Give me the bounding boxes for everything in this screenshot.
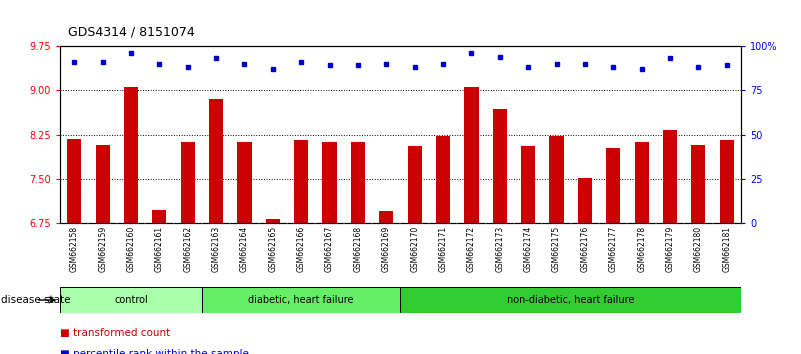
Text: GSM662159: GSM662159 <box>99 226 107 273</box>
Text: GSM662180: GSM662180 <box>694 226 702 272</box>
Bar <box>691 144 706 354</box>
Text: GSM662176: GSM662176 <box>581 226 590 273</box>
Text: diabetic, heart failure: diabetic, heart failure <box>248 295 354 305</box>
Text: GSM662173: GSM662173 <box>495 226 505 273</box>
Bar <box>351 142 365 354</box>
Bar <box>719 141 734 354</box>
Text: GSM662170: GSM662170 <box>410 226 419 273</box>
Bar <box>95 144 110 354</box>
Text: GSM662167: GSM662167 <box>325 226 334 273</box>
Text: GSM662172: GSM662172 <box>467 226 476 272</box>
Bar <box>124 87 138 354</box>
Bar <box>181 142 195 354</box>
Text: GSM662177: GSM662177 <box>609 226 618 273</box>
Bar <box>493 109 507 354</box>
Bar <box>209 98 223 354</box>
Bar <box>237 142 252 354</box>
Bar <box>294 141 308 354</box>
Bar <box>400 287 741 313</box>
Text: GSM662165: GSM662165 <box>268 226 277 273</box>
Text: ■ transformed count: ■ transformed count <box>60 328 171 338</box>
Bar <box>266 219 280 354</box>
Text: GSM662164: GSM662164 <box>240 226 249 273</box>
Text: non-diabetic, heart failure: non-diabetic, heart failure <box>507 295 634 305</box>
Text: GSM662162: GSM662162 <box>183 226 192 272</box>
Bar <box>60 287 202 313</box>
Text: GSM662179: GSM662179 <box>666 226 674 273</box>
Text: GSM662171: GSM662171 <box>439 226 448 272</box>
Text: ■ percentile rank within the sample: ■ percentile rank within the sample <box>60 349 249 354</box>
Bar <box>202 287 400 313</box>
Bar <box>67 139 82 354</box>
Text: GSM662178: GSM662178 <box>637 226 646 272</box>
Bar <box>436 136 450 354</box>
Bar <box>408 146 422 354</box>
Text: GSM662174: GSM662174 <box>524 226 533 273</box>
Text: GSM662181: GSM662181 <box>723 226 731 272</box>
Bar <box>379 211 393 354</box>
Text: disease state: disease state <box>1 295 70 305</box>
Text: GSM662158: GSM662158 <box>70 226 78 272</box>
Text: GSM662169: GSM662169 <box>382 226 391 273</box>
Bar <box>578 178 592 354</box>
Text: control: control <box>114 295 148 305</box>
Text: GSM662163: GSM662163 <box>211 226 220 273</box>
Text: GSM662166: GSM662166 <box>296 226 306 273</box>
Bar <box>152 210 167 354</box>
Bar <box>663 130 677 354</box>
Bar <box>606 148 620 354</box>
Bar <box>521 146 535 354</box>
Bar <box>323 142 336 354</box>
Text: GSM662160: GSM662160 <box>127 226 135 273</box>
Bar <box>549 136 564 354</box>
Text: GSM662161: GSM662161 <box>155 226 164 272</box>
Bar <box>634 142 649 354</box>
Bar <box>465 87 478 354</box>
Text: GSM662168: GSM662168 <box>353 226 362 272</box>
Text: GDS4314 / 8151074: GDS4314 / 8151074 <box>68 26 195 39</box>
Text: GSM662175: GSM662175 <box>552 226 561 273</box>
